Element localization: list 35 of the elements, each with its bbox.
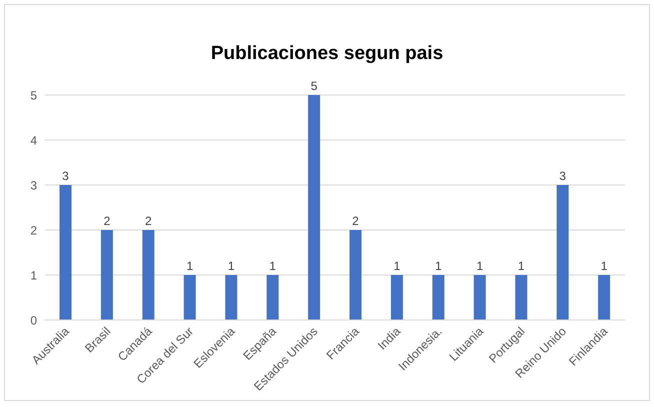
data-label: 1 xyxy=(269,259,276,273)
y-tick-label: 0 xyxy=(30,313,38,328)
bar xyxy=(60,185,72,320)
bar xyxy=(350,230,362,320)
data-label: 5 xyxy=(310,79,318,93)
bar xyxy=(142,230,154,320)
bar xyxy=(390,275,403,320)
y-tick-label: 5 xyxy=(30,88,38,102)
bar xyxy=(100,230,113,320)
data-label: 2 xyxy=(145,214,152,228)
bar xyxy=(432,275,444,320)
bar xyxy=(556,185,569,320)
data-label: 3 xyxy=(559,169,566,183)
bar xyxy=(515,275,528,320)
chart-title: Publicaciones segun pais xyxy=(210,43,444,66)
y-tick-label: 1 xyxy=(30,268,38,282)
y-tick-label: 3 xyxy=(30,178,38,192)
bar xyxy=(308,95,320,320)
data-label: 1 xyxy=(600,259,608,273)
data-label: 1 xyxy=(186,259,194,273)
data-label: 1 xyxy=(394,259,401,273)
data-label: 2 xyxy=(352,214,360,228)
data-label: 1 xyxy=(435,259,442,273)
bar xyxy=(225,275,238,320)
bar xyxy=(266,275,279,320)
y-tick-label: 4 xyxy=(30,133,38,148)
bar xyxy=(184,275,196,320)
bar xyxy=(598,275,610,320)
data-label: 1 xyxy=(476,259,484,273)
data-label: 1 xyxy=(228,259,235,273)
data-label: 1 xyxy=(518,259,525,273)
data-label: 2 xyxy=(104,214,111,228)
data-label: 3 xyxy=(62,169,70,183)
bar xyxy=(474,275,486,320)
y-tick-label: 2 xyxy=(30,223,38,238)
